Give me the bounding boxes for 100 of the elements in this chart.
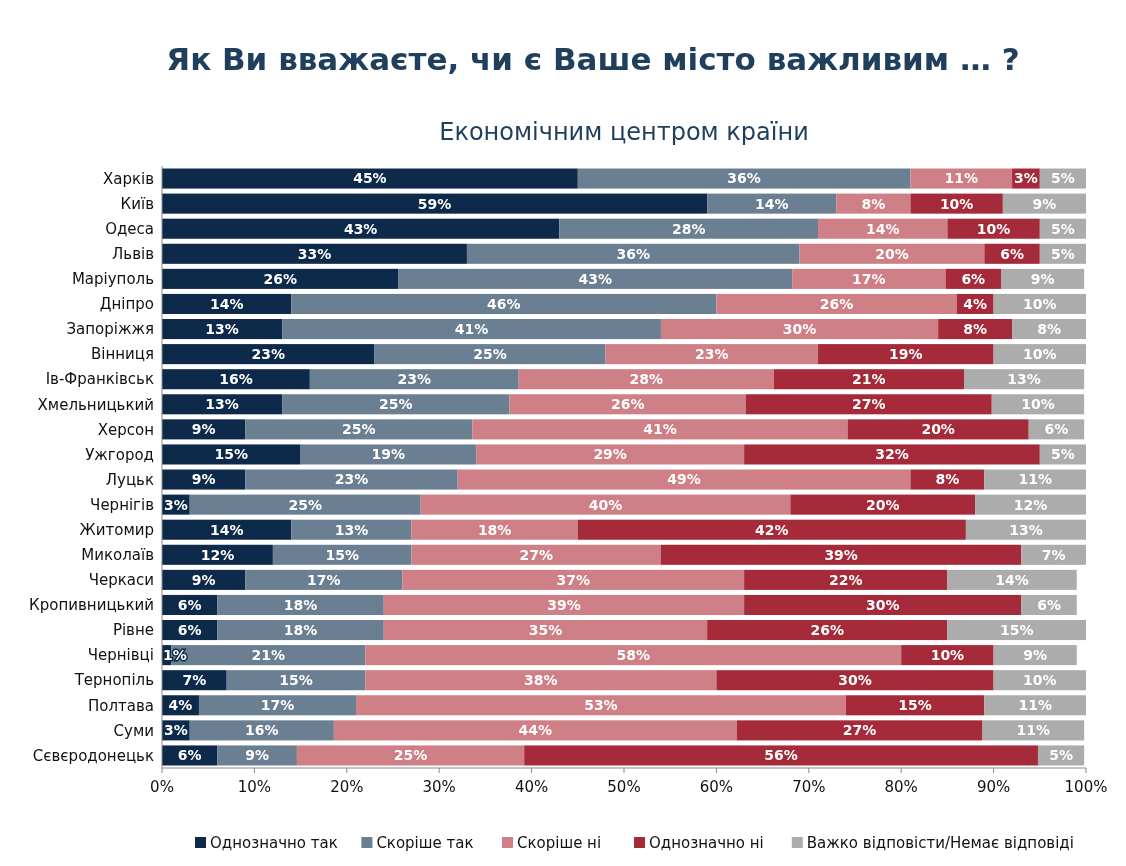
data-label: 30% xyxy=(782,320,817,337)
y-tick-label: Житомир xyxy=(79,520,154,539)
data-label: 13% xyxy=(205,320,239,337)
data-label: 58% xyxy=(616,647,650,664)
data-label: 23% xyxy=(695,346,729,363)
x-tick-label: 90% xyxy=(976,778,1011,796)
data-label: 30% xyxy=(838,672,872,689)
data-label: 15% xyxy=(214,446,249,463)
data-label: 3% xyxy=(1014,170,1038,187)
y-tick-label: Одеса xyxy=(105,219,154,238)
legend-label: Однозначно так xyxy=(210,834,338,852)
data-label: 40% xyxy=(588,496,623,513)
bar xyxy=(162,243,467,264)
data-label: 44% xyxy=(518,722,553,739)
bar xyxy=(162,268,399,289)
data-label: 8% xyxy=(935,471,960,488)
x-tick-label: 0% xyxy=(150,778,174,796)
data-label: 27% xyxy=(852,396,886,413)
data-label: 16% xyxy=(219,371,253,388)
bar xyxy=(577,519,966,540)
bar xyxy=(476,444,745,465)
data-label: 3% xyxy=(163,496,188,513)
data-label: 25% xyxy=(288,496,322,513)
data-label: 18% xyxy=(283,596,318,613)
bar xyxy=(472,419,848,440)
x-tick-label: 10% xyxy=(237,778,272,796)
data-label: 12% xyxy=(200,546,235,563)
y-tick-label: Рівне xyxy=(112,621,154,640)
y-tick-label: Львів xyxy=(112,245,154,264)
bar xyxy=(282,319,661,340)
data-label: 15% xyxy=(898,697,932,714)
data-label: 14% xyxy=(865,220,900,237)
data-label: 10% xyxy=(1023,672,1057,689)
data-label: 14% xyxy=(995,571,1029,588)
data-label: 6% xyxy=(177,747,202,764)
data-label: 41% xyxy=(643,421,677,438)
data-label: 41% xyxy=(454,320,489,337)
data-label: 25% xyxy=(342,421,376,438)
data-label: 28% xyxy=(629,371,663,388)
y-tick-label: Запоріжжя xyxy=(66,320,154,339)
bar xyxy=(162,168,578,189)
bar xyxy=(559,218,819,239)
data-label: 8% xyxy=(963,320,988,337)
data-label: 5% xyxy=(1051,245,1075,262)
y-tick-label: Дніпро xyxy=(99,295,154,314)
y-tick-label: Суми xyxy=(113,721,154,740)
data-label: 9% xyxy=(1030,270,1055,287)
data-label: 59% xyxy=(417,195,452,212)
data-label: 5% xyxy=(1049,747,1073,764)
data-label: 5% xyxy=(1051,446,1075,463)
data-label: 15% xyxy=(325,546,359,563)
data-label: 30% xyxy=(865,596,900,613)
data-label: 10% xyxy=(1021,396,1055,413)
bar xyxy=(745,394,992,415)
data-label: 15% xyxy=(999,621,1034,638)
bar xyxy=(189,494,421,515)
data-label: 9% xyxy=(245,747,270,764)
bar xyxy=(420,494,791,515)
x-tick-label: 50% xyxy=(607,778,641,796)
y-tick-label: Ужгород xyxy=(85,445,154,464)
x-tick-label: 100% xyxy=(1064,778,1108,796)
data-label: 18% xyxy=(477,521,512,538)
data-label: 27% xyxy=(842,722,877,739)
data-label: 11% xyxy=(944,170,979,187)
data-label: 6% xyxy=(177,621,202,638)
data-label: 25% xyxy=(379,396,413,413)
data-label: 23% xyxy=(334,471,369,488)
data-label: 12% xyxy=(1013,496,1048,513)
data-label: 26% xyxy=(810,621,845,638)
data-label: 13% xyxy=(334,521,369,538)
bar xyxy=(411,544,661,565)
data-label: 26% xyxy=(263,270,298,287)
data-label: 14% xyxy=(209,521,244,538)
data-label: 4% xyxy=(963,295,988,312)
data-label: 10% xyxy=(939,195,974,212)
data-label: 9% xyxy=(191,421,216,438)
data-label: 13% xyxy=(1007,371,1041,388)
data-label: 45% xyxy=(353,170,387,187)
bar xyxy=(716,670,994,691)
bar xyxy=(577,168,911,189)
data-label: 8% xyxy=(1037,320,1061,337)
bar xyxy=(365,645,902,666)
y-tick-label: Миколаїв xyxy=(81,546,154,565)
data-label: 10% xyxy=(1023,295,1057,312)
data-label: 56% xyxy=(764,747,798,764)
data-label: 7% xyxy=(1041,546,1066,563)
data-label: 26% xyxy=(819,295,854,312)
y-tick-label: Хмельницький xyxy=(37,395,154,414)
bar xyxy=(383,594,745,615)
bar xyxy=(660,544,1022,565)
data-label: 16% xyxy=(245,722,279,739)
data-label: 43% xyxy=(578,270,613,287)
data-label: 11% xyxy=(1016,722,1051,739)
data-label: 53% xyxy=(584,697,618,714)
bar xyxy=(356,695,846,716)
data-label: 14% xyxy=(755,195,789,212)
data-label: 6% xyxy=(1044,421,1069,438)
y-tick-label: Херсон xyxy=(97,420,154,439)
data-label: 5% xyxy=(1051,220,1075,237)
data-label: 10% xyxy=(930,647,965,664)
